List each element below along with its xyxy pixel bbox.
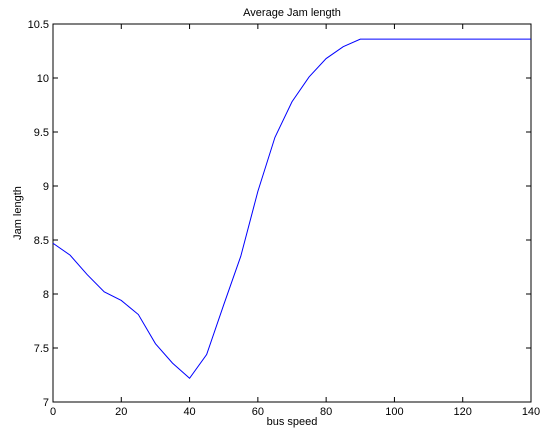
y-axis-label: Jam length <box>12 186 24 240</box>
y-tick-label: 7 <box>43 397 49 409</box>
x-tick-label: 40 <box>183 406 195 418</box>
x-tick-label: 60 <box>252 406 264 418</box>
y-tick-label: 9.5 <box>34 127 49 139</box>
x-tick-label: 140 <box>522 406 540 418</box>
y-tick-label: 8 <box>43 289 49 301</box>
y-tick-label: 10 <box>37 73 49 85</box>
y-tick-label: 9 <box>43 181 49 193</box>
x-tick-label: 20 <box>115 406 127 418</box>
plot-area <box>52 23 532 403</box>
series-line <box>52 38 531 379</box>
x-tick-label: 120 <box>454 406 472 418</box>
series-layer <box>52 38 531 379</box>
x-tick-label: 0 <box>50 406 56 418</box>
y-axis-ticks: 7 7.5 8 8.5 9 9.5 10 10.5 <box>28 19 531 409</box>
x-axis-label: bus speed <box>267 416 318 428</box>
chart-title: Average Jam length <box>243 7 341 19</box>
y-tick-label: 8.5 <box>34 235 49 247</box>
x-axis-ticks: 0 20 40 60 80 100 120 140 <box>50 24 540 418</box>
y-tick-label: 10.5 <box>28 19 49 31</box>
x-tick-label: 100 <box>385 406 403 418</box>
x-tick-label: 80 <box>320 406 332 418</box>
y-tick-label: 7.5 <box>34 343 49 355</box>
